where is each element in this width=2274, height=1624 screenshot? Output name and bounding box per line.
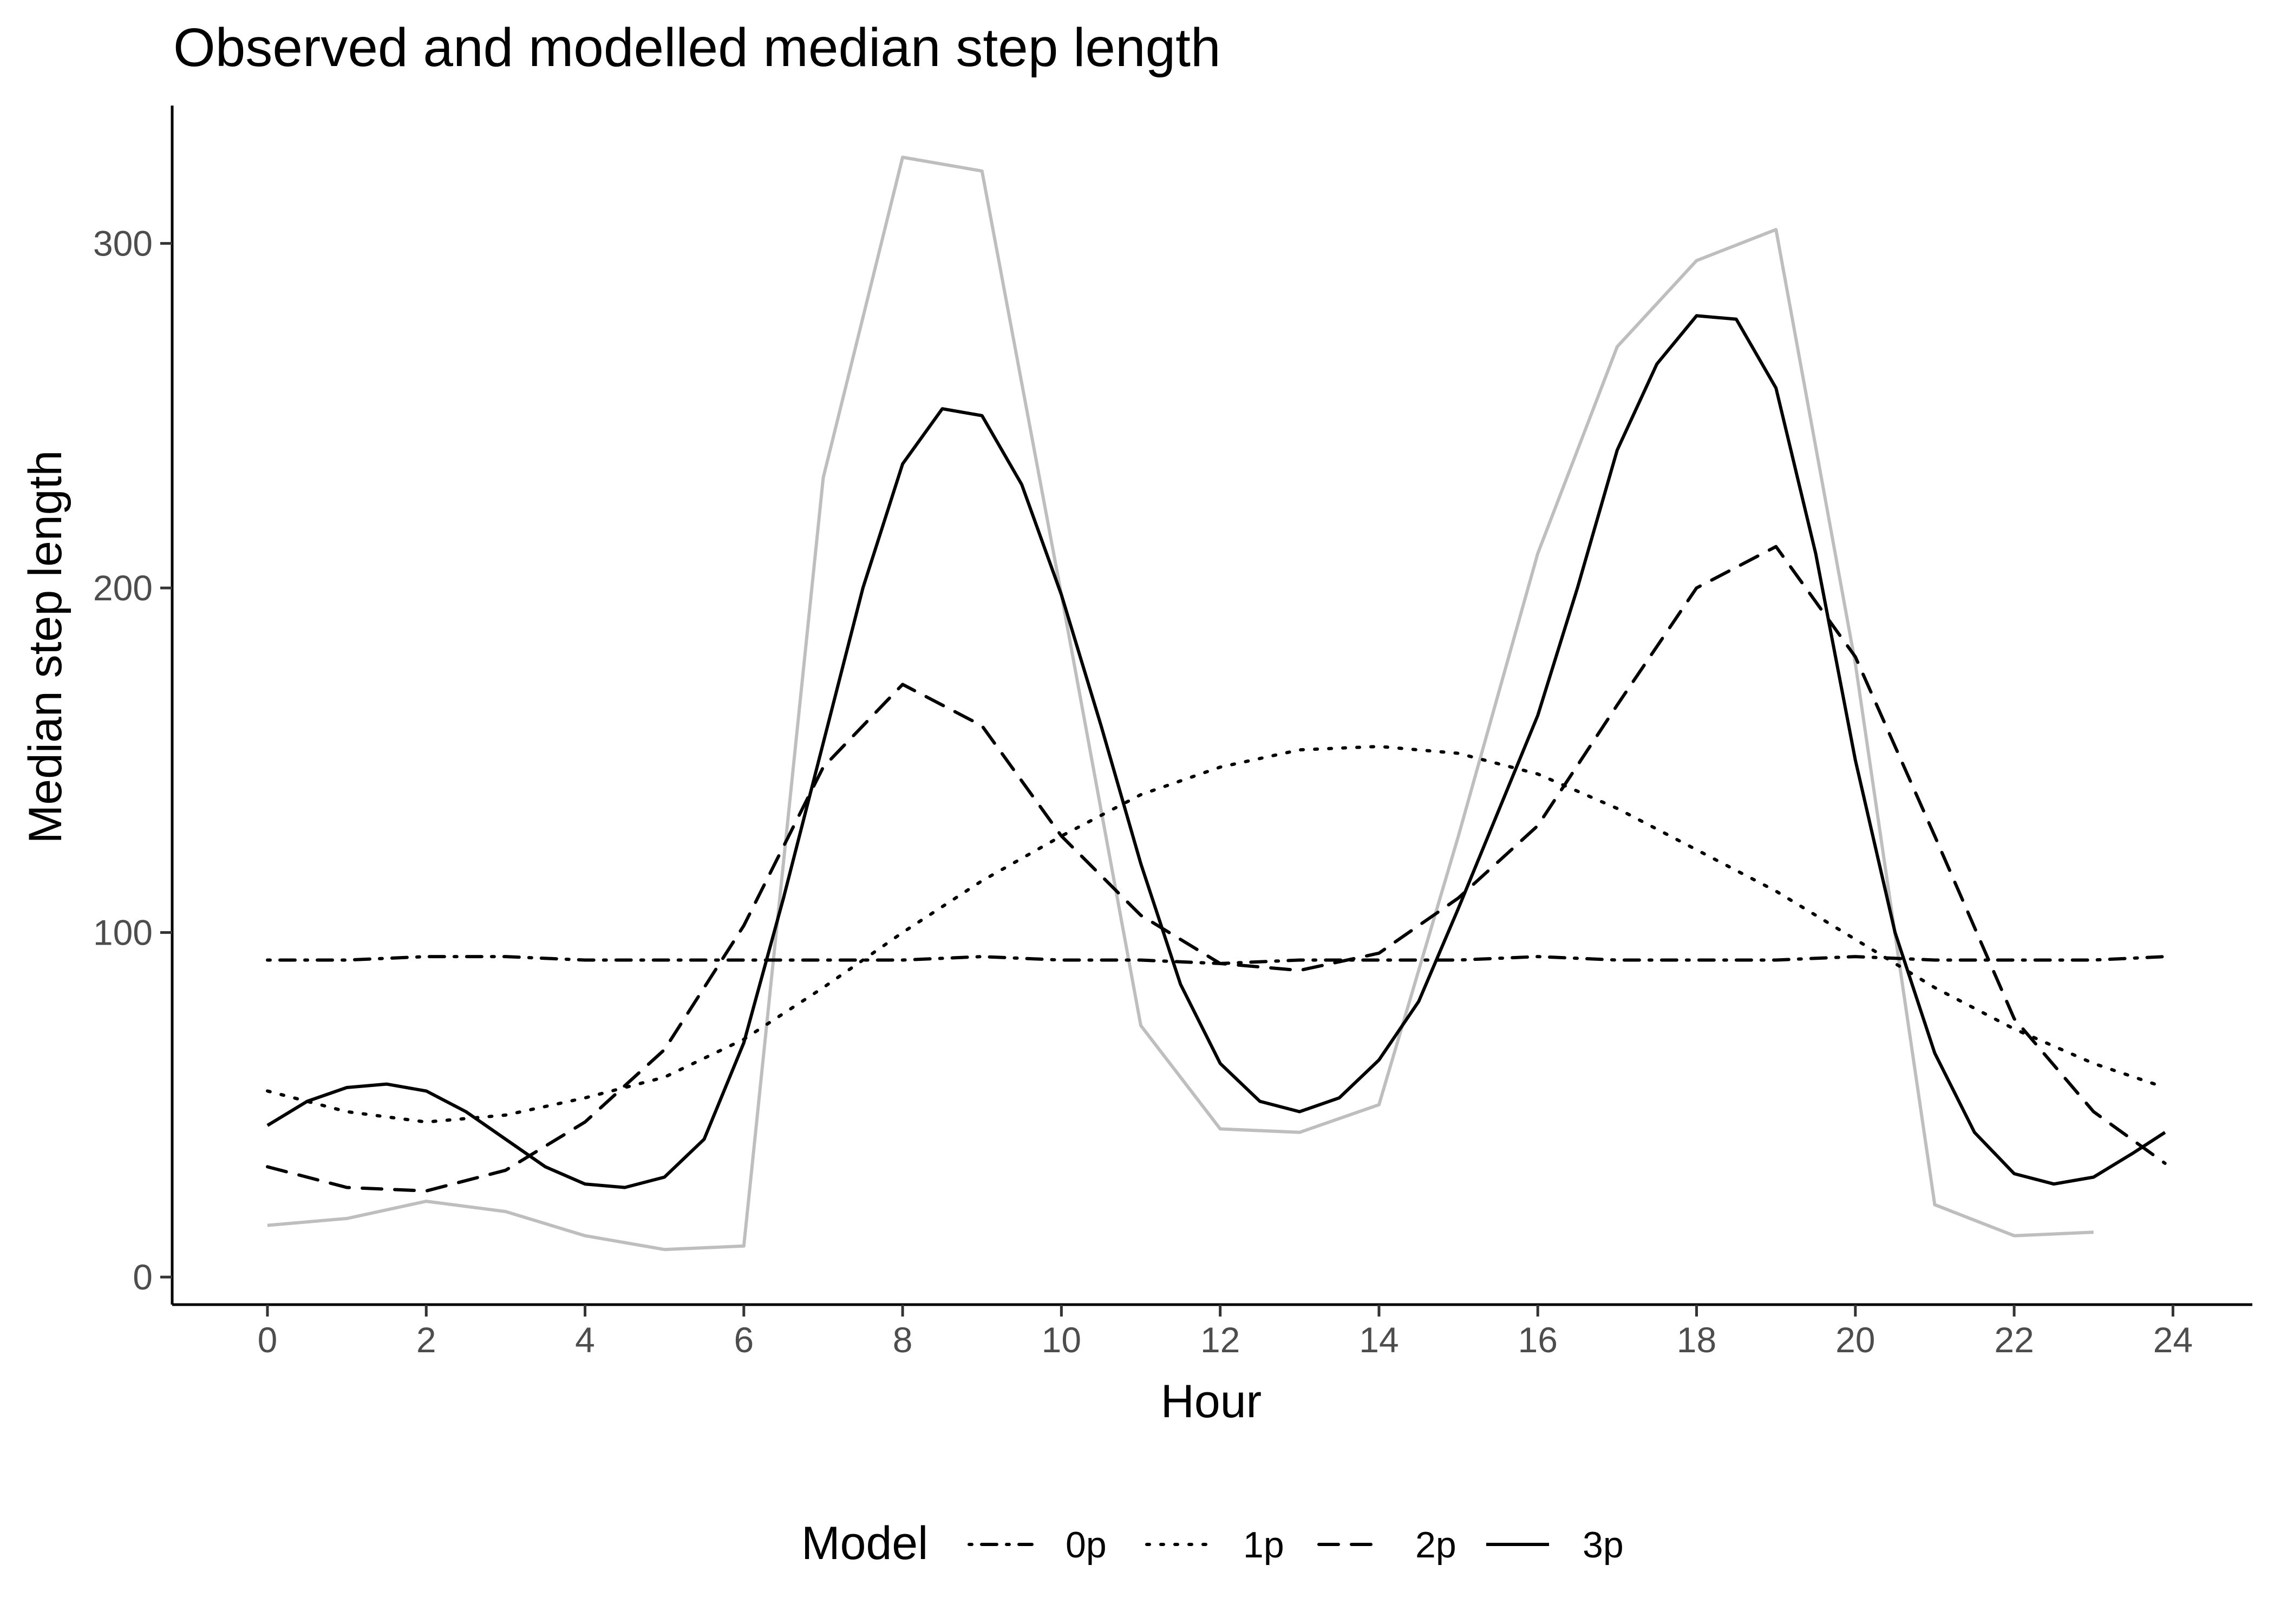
- series-line-3p: [266, 314, 2166, 1189]
- observed-line: [267, 155, 2094, 1252]
- legend: Model 0p 1p 2p 3p: [801, 1517, 1624, 1569]
- x-tick-label: 16: [1518, 1320, 1558, 1360]
- y-tick-label: 300: [93, 224, 153, 264]
- y-tick-label: 0: [133, 1257, 153, 1297]
- x-tick-label: 8: [893, 1320, 913, 1360]
- legend-label-2p: 2p: [1415, 1524, 1456, 1566]
- x-tick-label: 0: [258, 1320, 278, 1360]
- y-tick-label: 100: [93, 913, 153, 953]
- x-tick-label: 6: [734, 1320, 754, 1360]
- legend-label-3p: 3p: [1583, 1524, 1624, 1566]
- y-tick-label: 200: [93, 568, 153, 608]
- x-tick-label: 4: [575, 1320, 595, 1360]
- plot-area: [266, 155, 2167, 1252]
- chart-title: Observed and modelled median step length: [173, 17, 1221, 78]
- series-line-1p: [266, 744, 2167, 1124]
- legend-label-1p: 1p: [1243, 1524, 1284, 1566]
- x-tick-label: 24: [2153, 1320, 2193, 1360]
- legend-title: Model: [801, 1517, 928, 1569]
- x-tick-label: 18: [1677, 1320, 1716, 1360]
- series-line-2p: [266, 545, 2167, 1193]
- x-tick-label: 10: [1042, 1320, 1081, 1360]
- x-axis-title: Hour: [1161, 1376, 1262, 1427]
- y-axis-title: Median step length: [19, 450, 71, 844]
- x-tick-label: 12: [1200, 1320, 1240, 1360]
- x-tick-label: 14: [1359, 1320, 1399, 1360]
- x-tick-label: 2: [416, 1320, 436, 1360]
- x-tick-label: 22: [1994, 1320, 2034, 1360]
- x-tick-label: 20: [1835, 1320, 1875, 1360]
- legend-label-0p: 0p: [1066, 1524, 1107, 1566]
